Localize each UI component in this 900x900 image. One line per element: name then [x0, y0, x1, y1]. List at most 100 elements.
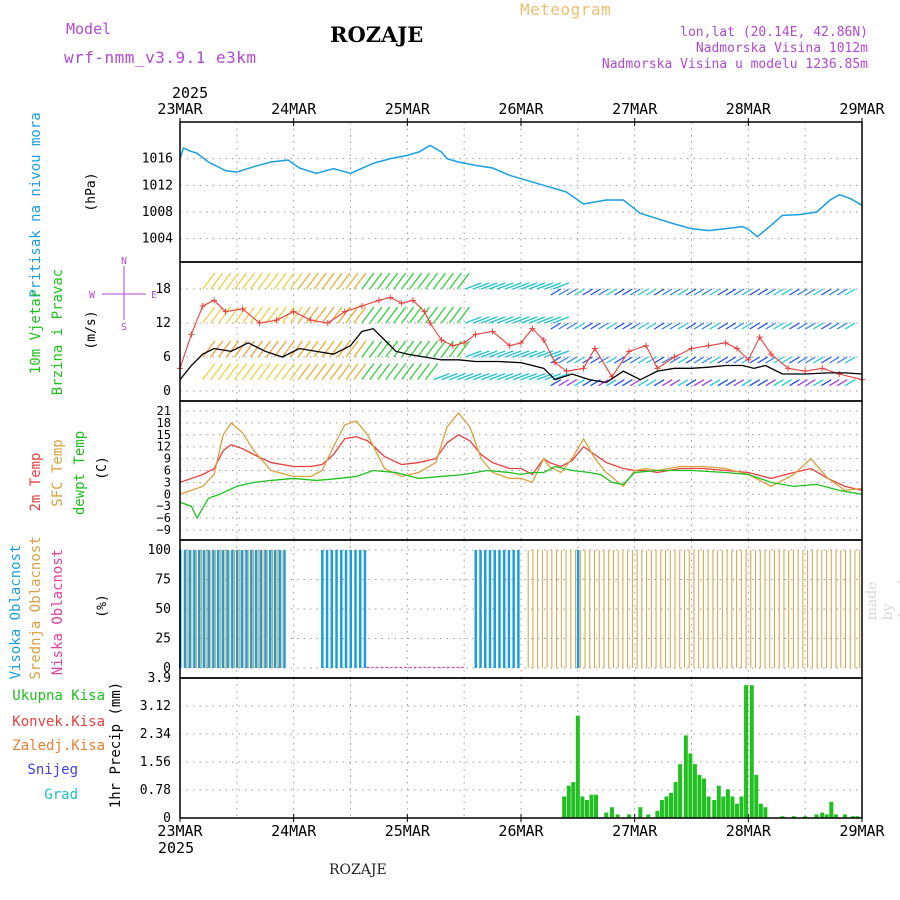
wind-arrow — [677, 379, 689, 387]
wind-arrow — [273, 272, 287, 290]
wind-arrow — [552, 373, 570, 381]
wind-arrow — [369, 340, 383, 358]
wind-arrow — [313, 272, 327, 290]
cloud-bar-high — [226, 550, 229, 668]
precip-bar — [638, 807, 643, 818]
wind-arrow — [582, 322, 593, 330]
wind-gust-marker — [410, 297, 417, 304]
wind-arrow — [210, 306, 224, 324]
wind-arrow — [345, 272, 359, 290]
wind-gust-marker — [580, 365, 587, 372]
wind-arrow — [661, 356, 673, 364]
x-tick-label-bottom: 26MAR — [498, 822, 544, 840]
precip-bar — [744, 685, 749, 818]
wind-arrow — [637, 379, 649, 387]
wind-arrow — [424, 306, 439, 324]
wind-arrow — [544, 350, 562, 358]
wind-arrow — [574, 322, 585, 330]
wind-gust-marker — [421, 308, 428, 315]
wind-gust-marker — [518, 339, 524, 346]
wind-arrow — [369, 272, 383, 290]
wind-gust-marker — [819, 365, 826, 372]
cloud-bar-high — [245, 550, 248, 668]
wind-arrow — [614, 322, 625, 330]
wind-arrow — [669, 322, 681, 330]
precip-legend-item: Zaledj.Kisa — [12, 738, 105, 754]
precip-tick-label: 0 — [163, 811, 171, 826]
wind-arrow — [440, 340, 454, 358]
wind-arrow — [337, 272, 351, 290]
wind-arrow — [645, 379, 657, 387]
wind-arrow — [701, 322, 713, 330]
wind-arrow — [622, 288, 633, 296]
wind-arrow — [313, 306, 327, 324]
wind-arrow — [393, 306, 407, 324]
wind-gust-marker — [671, 354, 678, 360]
temp-tick-label: 18 — [157, 416, 171, 430]
wind-arrow — [480, 282, 498, 290]
x-tick-label-top: 27MAR — [612, 100, 658, 118]
cloud-bar-high — [235, 550, 239, 668]
wind-gust-marker — [472, 331, 479, 338]
wind-gust-marker — [591, 345, 598, 352]
wind-arrow — [733, 322, 745, 330]
wind-gust-marker — [307, 317, 314, 324]
precip-bar — [655, 810, 660, 818]
wind-tick-label: 12 — [155, 316, 171, 331]
wind-arrow — [813, 379, 824, 387]
wind-arrow — [645, 356, 657, 364]
wind-gust-marker — [324, 320, 331, 326]
wind-gust-marker — [387, 294, 394, 301]
wind-arrow — [528, 350, 546, 358]
wind-arrow — [725, 288, 737, 296]
year-bottom: 2025 — [158, 839, 195, 857]
wind-arrow — [424, 340, 439, 358]
wind-arrow — [558, 288, 570, 296]
wind-gust-marker — [199, 303, 206, 309]
cloud-bar-high — [498, 550, 501, 668]
wind-arrow — [544, 316, 562, 324]
precip-bar — [673, 782, 678, 818]
x-tick-label-bottom: 23MAR — [157, 822, 203, 840]
wind-arrow — [432, 340, 446, 358]
wind-arrow — [820, 288, 832, 296]
wind-arrow — [757, 288, 768, 296]
cloud-bar-low — [399, 666, 403, 668]
precip-bar — [725, 789, 730, 818]
wind-arrow — [504, 350, 522, 358]
wind-speed-line — [179, 327, 863, 384]
wind-arrow — [749, 322, 761, 330]
wind-arrow — [329, 272, 343, 290]
wind-arrow — [725, 379, 737, 387]
x-tick-label-top: 24MAR — [271, 100, 317, 118]
wind-arrow — [606, 379, 617, 387]
cloud-bar-high — [576, 550, 580, 668]
temp-tick-label: 6 — [164, 464, 171, 478]
wind-arrow — [622, 379, 633, 387]
wind-arrow — [473, 350, 490, 358]
wind-gust-marker — [506, 342, 513, 349]
wind-arrow — [645, 288, 657, 296]
cloud-bar-high — [221, 550, 225, 668]
precip-legend-item: Konvek.Kisa — [12, 714, 105, 730]
precip-tick-label: 0.78 — [140, 783, 171, 798]
wind-arrow — [321, 363, 335, 381]
x-tick-label-bottom: 27MAR — [612, 822, 658, 840]
cloud-bar-high — [321, 550, 324, 668]
wind-arrow — [377, 272, 391, 290]
cloud-bar-low — [447, 666, 450, 668]
temp-tick-label: −3 — [157, 499, 171, 513]
wind-arrow — [685, 356, 697, 364]
wind-arrow — [789, 322, 800, 330]
wind-arrow — [836, 288, 848, 296]
wind-arrow — [781, 288, 792, 296]
cloud-bar-low — [385, 666, 388, 668]
wind-arrow — [582, 379, 593, 387]
wind-arrow — [432, 272, 446, 290]
wind-arrow — [297, 306, 311, 324]
wind-gust-marker — [290, 308, 297, 315]
pressure-unit-label: (hPa) — [84, 172, 99, 211]
wind-arrow — [234, 272, 248, 290]
wind-arrow — [669, 379, 681, 387]
wind-arrow — [574, 356, 585, 364]
